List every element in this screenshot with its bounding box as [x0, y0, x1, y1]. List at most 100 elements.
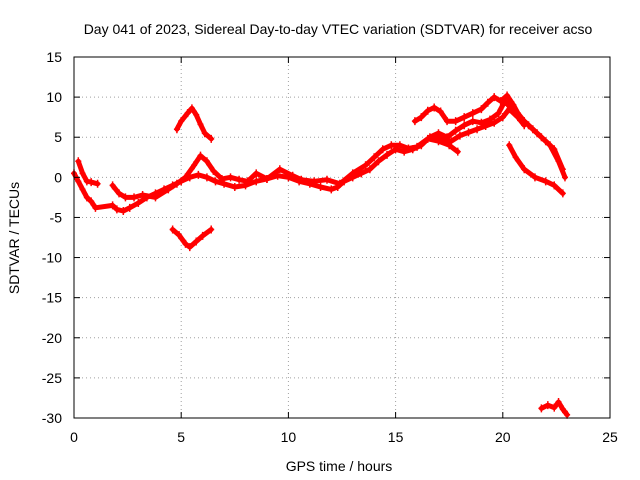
- data-point: [506, 105, 513, 114]
- data-point: [512, 153, 519, 162]
- plot-frame: [73, 56, 611, 419]
- data-point: [152, 193, 159, 202]
- data-point: [201, 129, 208, 138]
- data-point: [534, 129, 541, 138]
- chart-title: Day 041 of 2023, Sidereal Day-to-day VTE…: [84, 21, 593, 37]
- data-point: [131, 193, 138, 202]
- data-point: [88, 178, 95, 187]
- data-point: [478, 105, 485, 114]
- data-point: [227, 173, 234, 182]
- data-point: [311, 177, 318, 186]
- data-point: [208, 225, 215, 234]
- data-point: [253, 169, 260, 178]
- data-point: [349, 169, 356, 178]
- data-point: [448, 137, 455, 146]
- data-point: [169, 225, 176, 234]
- data-point: [469, 117, 476, 126]
- data-point: [542, 177, 549, 186]
- data-point: [424, 106, 431, 115]
- data-point: [366, 165, 373, 174]
- data-point: [176, 231, 183, 240]
- data-point: [336, 179, 343, 188]
- data-point: [79, 185, 86, 194]
- data-point: [384, 150, 391, 159]
- data-point: [544, 401, 551, 410]
- y-tick-label: -15: [42, 290, 62, 306]
- data-point: [551, 145, 558, 154]
- data-point: [113, 205, 120, 214]
- data-point: [469, 109, 476, 118]
- series-drop-end: [538, 397, 571, 419]
- data-point: [193, 110, 200, 119]
- x-tick-label: 25: [602, 429, 618, 445]
- y-tick-label: 10: [46, 89, 62, 105]
- series-band: [174, 105, 214, 142]
- data-point: [474, 125, 481, 134]
- data-point: [559, 189, 566, 198]
- data-point: [193, 237, 200, 246]
- data-point: [542, 137, 549, 146]
- x-tick-label: 10: [281, 429, 297, 445]
- data-point: [236, 175, 243, 184]
- y-tick-label: 15: [46, 49, 62, 65]
- data-point: [188, 104, 195, 113]
- data-point: [559, 165, 566, 174]
- data-point: [461, 121, 468, 130]
- data-point: [135, 199, 142, 208]
- data-point: [379, 145, 386, 154]
- data-point: [439, 134, 446, 143]
- data-point: [510, 101, 517, 110]
- x-tick-label: 20: [495, 429, 511, 445]
- y-tick-label: 5: [54, 129, 62, 145]
- data-point: [120, 207, 127, 216]
- x-tick-label: 0: [70, 429, 78, 445]
- data-point: [418, 113, 425, 122]
- data-point: [191, 161, 198, 170]
- data-point: [218, 174, 225, 183]
- data-point: [88, 197, 95, 206]
- data-point: [83, 177, 90, 186]
- data-point: [83, 193, 90, 202]
- data-point: [497, 97, 504, 106]
- data-point: [195, 170, 202, 179]
- data-point: [431, 103, 438, 112]
- data-point: [298, 175, 305, 184]
- data-point: [75, 157, 82, 166]
- data-point: [92, 203, 99, 212]
- data-point: [173, 125, 180, 134]
- data-point: [559, 405, 566, 414]
- data-point: [94, 179, 101, 188]
- data-point: [276, 165, 283, 174]
- data-point: [388, 141, 395, 150]
- y-axis-label: SDTVAR / TECUs: [6, 182, 22, 294]
- y-tick-label: -25: [42, 370, 62, 386]
- axis-ticks: 0 5 10 15 20 25 15 10 5 0 -5 -10 -15 -20 -25 -30: [42, 49, 618, 445]
- data-point: [454, 147, 461, 156]
- data-point: [375, 157, 382, 166]
- data-point: [484, 98, 491, 107]
- data-point: [531, 173, 538, 182]
- data-point: [405, 144, 412, 153]
- data-point: [182, 173, 189, 182]
- data-point: [203, 173, 210, 182]
- data-point: [461, 113, 468, 122]
- data-point: [456, 131, 463, 140]
- data-point: [504, 91, 511, 100]
- data-point: [452, 126, 459, 135]
- data-point: [263, 174, 270, 183]
- data-point: [253, 177, 260, 186]
- data-point: [116, 189, 123, 198]
- data-point: [79, 169, 86, 178]
- data-point: [491, 93, 498, 102]
- data-layer: [71, 91, 571, 419]
- series-alt-trace-a: [75, 157, 101, 188]
- data-point: [182, 239, 189, 248]
- data-point: [109, 181, 116, 190]
- data-point: [551, 403, 558, 412]
- data-point: [210, 166, 217, 175]
- series-drop-late: [506, 141, 566, 198]
- data-point: [431, 133, 438, 142]
- data-point: [506, 141, 513, 150]
- data-point: [289, 171, 296, 180]
